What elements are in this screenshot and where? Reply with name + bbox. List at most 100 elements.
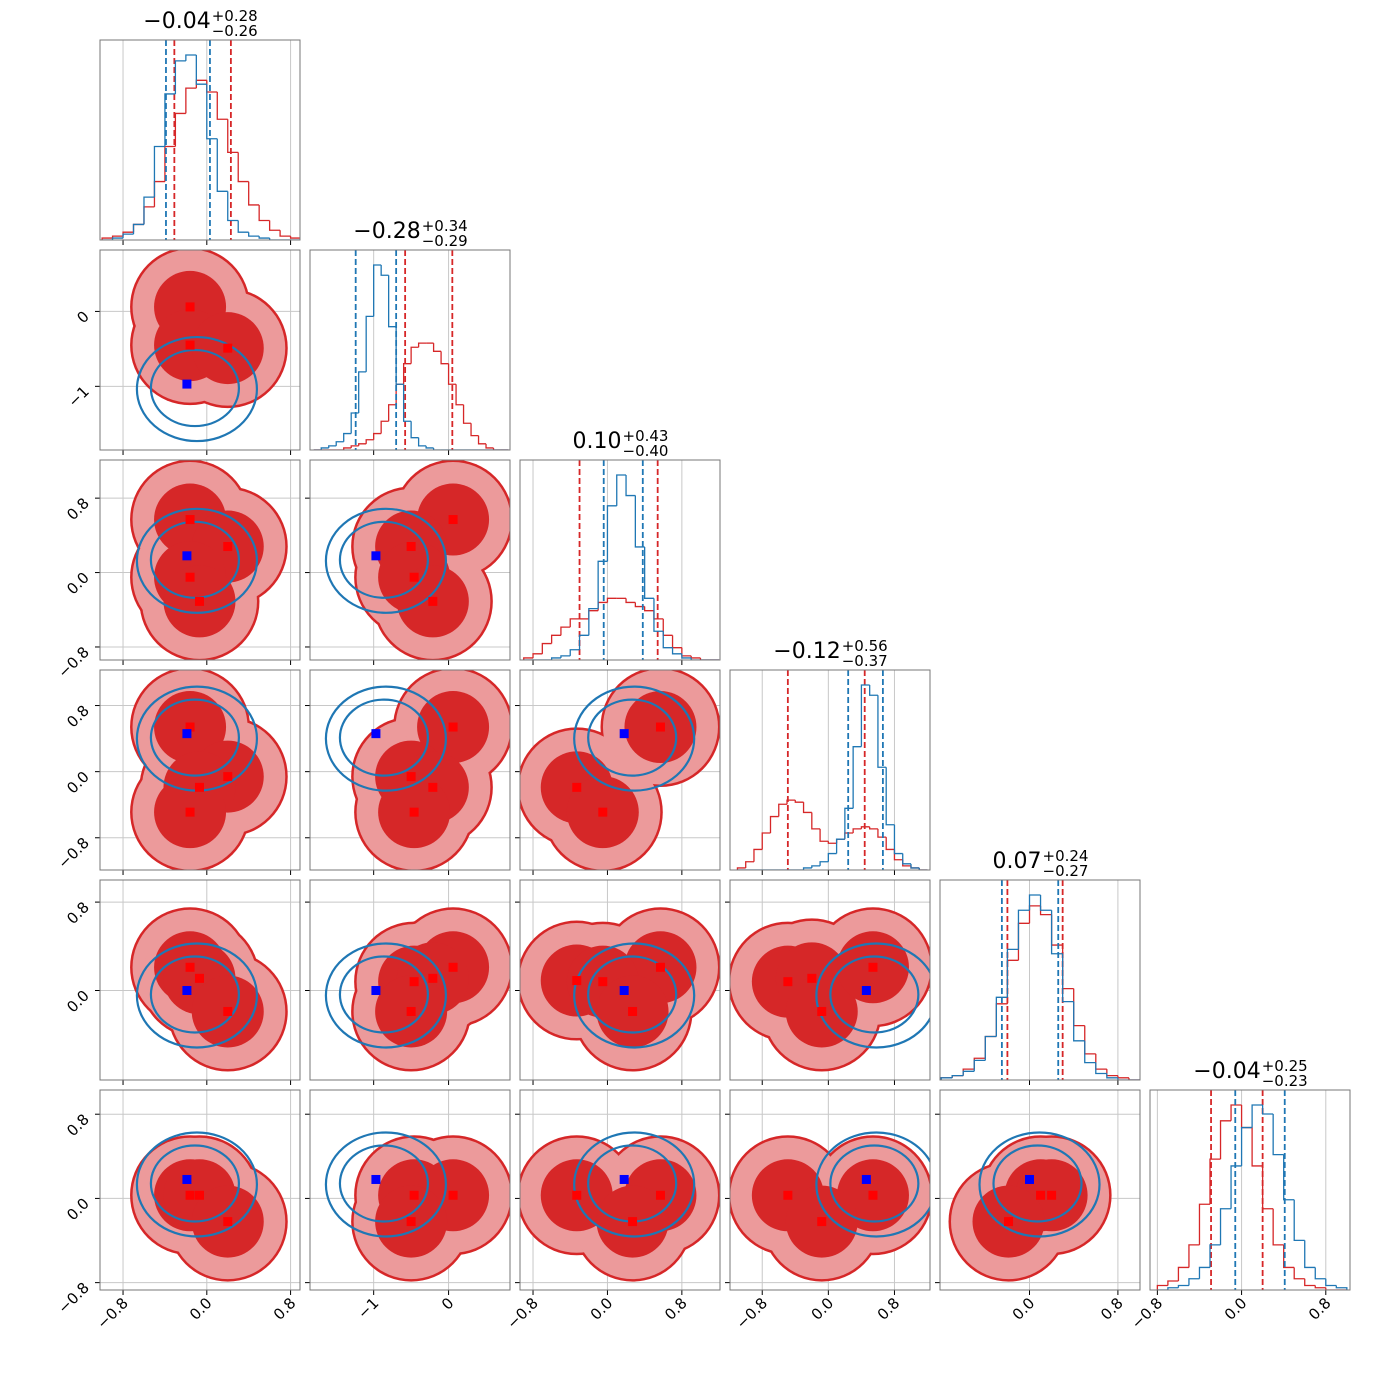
contour-line (815, 942, 930, 1049)
panel-frame (309, 1089, 511, 1291)
histogram-step (560, 626, 571, 636)
y-tick-label: 0.8 (63, 898, 93, 928)
title-upper: +0.56 (842, 637, 888, 655)
histogram-step (597, 560, 608, 609)
histogram-step (227, 191, 239, 222)
histogram-step (417, 342, 427, 348)
contour-line (573, 1131, 696, 1238)
histogram-step (101, 237, 113, 240)
title-upper: +0.24 (1043, 847, 1089, 865)
histogram-step (373, 264, 382, 317)
marker (223, 542, 233, 552)
x-tick-label: 0.8 (1097, 1294, 1127, 1324)
histogram-step (893, 849, 903, 861)
histogram-step (827, 852, 837, 862)
marker (185, 1190, 195, 1200)
panel: 0.10 +0.43−0.40 (519, 427, 721, 665)
plot-area (730, 880, 930, 1080)
plot-area (736, 670, 928, 870)
histogram-step (132, 223, 144, 233)
histogram-step (216, 138, 228, 192)
histogram-step (1062, 953, 1074, 1003)
marker (182, 1174, 192, 1184)
contour-line (587, 955, 678, 1034)
panel-frame (309, 879, 511, 1081)
x-tick-label: 0.8 (661, 1294, 691, 1324)
marker (194, 973, 204, 983)
marker (783, 977, 793, 987)
marker (572, 782, 582, 792)
contour-line (338, 955, 430, 1034)
histogram-step (432, 343, 442, 352)
histogram-step (1325, 1287, 1337, 1290)
histogram-step (625, 475, 636, 497)
panel-frame (309, 669, 511, 871)
marker (655, 962, 665, 972)
marker (371, 729, 381, 739)
histogram-step (532, 653, 543, 658)
histogram-step (569, 649, 580, 656)
histogram-step (440, 351, 449, 365)
marker (817, 1217, 827, 1227)
x-tick-label: 0.0 (1221, 1294, 1251, 1324)
histogram-step (1219, 1120, 1232, 1160)
plot-area (313, 250, 509, 450)
marker (619, 729, 629, 739)
histogram-step (671, 635, 682, 649)
marker (185, 572, 195, 582)
title-median: −0.12 (773, 639, 840, 664)
y-tick-label: 0.0 (63, 987, 93, 1017)
histogram-step (634, 495, 645, 548)
panel (515, 879, 721, 1085)
y-tick-label: −0.8 (54, 834, 92, 872)
title-median: −0.04 (1193, 1059, 1260, 1084)
marker (655, 1190, 665, 1200)
marker (619, 1174, 629, 1184)
histogram-step (671, 647, 682, 655)
x-tick-label: −0.8 (1128, 1294, 1166, 1332)
histogram-step (395, 326, 404, 385)
marker (406, 542, 416, 552)
panel: 0.0 0.8 (63, 879, 301, 1085)
histogram-step (769, 815, 779, 833)
histogram-step (1261, 1165, 1274, 1210)
marker (371, 551, 381, 561)
histogram-step (606, 505, 617, 562)
histogram-step (1251, 1127, 1263, 1167)
x-tick-label: 0.0 (186, 1294, 216, 1324)
marker (868, 962, 878, 972)
histogram-step (634, 602, 645, 608)
panel-frame (729, 1089, 931, 1291)
histogram-step (185, 87, 197, 114)
histogram-step (1219, 1208, 1232, 1245)
marker (1036, 1190, 1046, 1200)
histogram-step (940, 1077, 953, 1080)
panel (305, 879, 511, 1085)
histogram-step (174, 60, 186, 94)
histogram-step (885, 837, 895, 851)
histogram-step (1177, 1284, 1189, 1288)
x-tick-label: 0 (438, 1294, 457, 1313)
histogram-step (1050, 914, 1063, 946)
histogram-step (1304, 1240, 1316, 1269)
histogram-step (477, 435, 487, 445)
histogram-step (328, 445, 337, 448)
panel: −0.8 0.0 0.8 −0.8 0.0 0.8 (54, 1089, 301, 1333)
histogram-step (588, 607, 599, 636)
histogram-step (132, 223, 144, 235)
histogram-step (699, 657, 710, 660)
histogram-step (819, 861, 829, 866)
histogram-step (1028, 905, 1041, 924)
histogram-step (1209, 1158, 1221, 1205)
x-tick-label: −0.8 (503, 1294, 541, 1332)
histogram-step (1251, 1104, 1263, 1128)
histogram-step (616, 474, 627, 506)
y-tick-label: −0.8 (54, 643, 92, 681)
title-lower: −0.27 (1043, 862, 1089, 880)
histogram-step (1073, 988, 1085, 1027)
histogram-step (153, 180, 165, 207)
histogram-step (869, 685, 878, 696)
marker (817, 1006, 827, 1016)
histogram-step (1304, 1278, 1316, 1287)
histogram-step (550, 634, 561, 644)
